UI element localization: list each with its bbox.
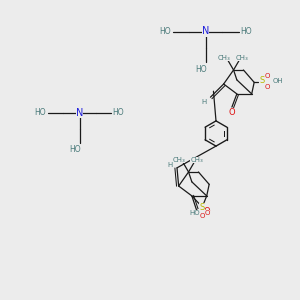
- Text: CH₃: CH₃: [172, 157, 185, 163]
- Text: O: O: [204, 210, 210, 216]
- Text: OH: OH: [273, 78, 283, 84]
- Text: N: N: [202, 26, 209, 37]
- Text: HO: HO: [190, 210, 200, 216]
- Text: S: S: [259, 76, 265, 85]
- Text: HO: HO: [35, 108, 46, 117]
- Text: O: O: [203, 207, 210, 216]
- Text: S: S: [199, 203, 205, 212]
- Text: HO: HO: [159, 27, 171, 36]
- Text: H: H: [167, 162, 172, 168]
- Text: O: O: [199, 212, 205, 218]
- Text: HO: HO: [240, 27, 252, 36]
- Text: H: H: [202, 99, 207, 105]
- Text: HO: HO: [113, 108, 124, 117]
- Text: HO: HO: [195, 64, 207, 74]
- Text: O: O: [198, 209, 205, 218]
- Text: HO: HO: [69, 146, 81, 154]
- Text: N: N: [76, 107, 83, 118]
- Text: O: O: [265, 73, 270, 79]
- Text: CH₃: CH₃: [190, 157, 203, 163]
- Text: O: O: [229, 108, 235, 117]
- Text: CH₃: CH₃: [217, 55, 230, 61]
- Text: CH₃: CH₃: [236, 55, 248, 61]
- Text: O: O: [265, 84, 270, 90]
